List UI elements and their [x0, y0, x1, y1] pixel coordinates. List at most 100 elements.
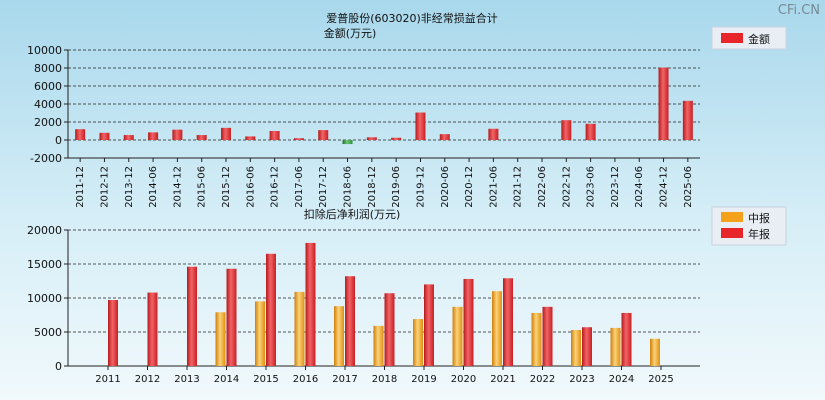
chart2-xtick-label: 2012 [135, 374, 160, 385]
chart2-xtick-label: 2013 [174, 374, 199, 385]
chart1-xtick-label: 2021-12 [513, 166, 524, 208]
chart2-bar-interim [413, 319, 423, 366]
chart1-xtick-label: 2022-12 [561, 166, 572, 208]
chart1-bar [561, 120, 572, 140]
chart1-bar [123, 135, 134, 140]
chart2-bar-interim [373, 325, 384, 366]
legend-label-interim: 中报 [748, 211, 770, 225]
legend-label-annual: 年报 [748, 227, 770, 241]
chart1-xtick-label: 2020-12 [464, 166, 475, 208]
chart1-ytick-label: 6000 [34, 80, 62, 93]
chart2-bar-annual [187, 266, 197, 366]
chart2-xtick-label: 2014 [214, 374, 239, 385]
chart2-ytick-label: 10000 [27, 292, 62, 305]
chart2-bar-annual [384, 293, 395, 366]
chart2-bar-interim [571, 329, 581, 366]
chart2-xtick-label: 2025 [648, 374, 673, 385]
chart1-xtick-label: 2011-12 [75, 166, 86, 208]
chart1-bar [658, 67, 669, 140]
chart1-bar [682, 100, 693, 140]
chart1-xtick-label: 2024-06 [634, 166, 645, 208]
chart1-bar [245, 136, 256, 140]
chart1-xtick-label: 2025-06 [683, 166, 694, 208]
chart1-xtick-label: 2018-06 [343, 166, 354, 208]
chart1-xtick-label: 2014-06 [148, 166, 159, 208]
chart1-ytick-label: 4000 [34, 98, 62, 111]
chart1-bar [342, 140, 353, 145]
chart1-xtick-label: 2016-12 [270, 166, 281, 208]
chart1-xtick-label: 2021-06 [488, 166, 499, 208]
chart1-bar [415, 112, 426, 140]
chart2-bar-annual [463, 278, 474, 366]
chart1-bar [439, 134, 450, 140]
chart2-bar-annual [108, 300, 118, 366]
chart2-bar-annual [542, 306, 553, 366]
chart1-ytick-label: 2000 [34, 116, 62, 129]
chart1-xtick-label: 2024-12 [659, 166, 670, 208]
chart2-xtick-label: 2022 [530, 374, 555, 385]
chart2-bar-interim [255, 301, 265, 366]
chart2-xtick-label: 2018 [372, 374, 397, 385]
chart2-bar-interim [334, 306, 344, 366]
chart1-title: 爱普股份(603020)非经常损益合计 [326, 11, 498, 25]
chart1-ytick-label: 8000 [34, 62, 62, 75]
chart1-bar [75, 129, 86, 140]
chart2-bar-interim [650, 338, 660, 366]
chart1-xtick-label: 2023-12 [610, 166, 621, 208]
chart1-xtick-label: 2015-06 [197, 166, 208, 208]
chart1-xtick-label: 2019-06 [391, 166, 402, 208]
chart2-bar-interim [531, 312, 542, 366]
chart1-bar [488, 128, 499, 140]
chart1-bar [99, 132, 110, 140]
chart2-xtick-label: 2011 [95, 374, 120, 385]
chart1-bar [318, 130, 329, 140]
chart1-xtick-label: 2012-12 [99, 166, 110, 208]
chart2-bar-annual [582, 327, 592, 366]
chart1-bar [172, 129, 183, 140]
legend-swatch-interim [721, 212, 743, 222]
chart1-xtick-label: 2013-12 [124, 166, 135, 208]
chart2-bar-interim [492, 291, 502, 366]
chart1-legend-box [711, 26, 787, 50]
chart2-plot: 0 5000 10000 15000 20000 2011 2012 2013 2014 2015… [27, 224, 700, 385]
chart2-xtick-label: 2024 [609, 374, 634, 385]
chart2-bar-annual [226, 268, 237, 366]
chart2-ytick-label: 0 [55, 360, 62, 373]
legend-swatch-amount [721, 33, 743, 43]
chart1-xtick-label: 2023-06 [586, 166, 597, 208]
chart2-xtick-label: 2015 [253, 374, 278, 385]
chart1-xtick-label: 2017-06 [294, 166, 305, 208]
chart2-bar-interim [452, 306, 463, 366]
chart2-bar-interim [294, 291, 305, 366]
chart2-bar-annual [621, 312, 632, 366]
chart1-bar [148, 132, 159, 140]
chart1-subtitle: 金额(万元) [324, 26, 377, 40]
chart1-xtick-label: 2014-12 [172, 166, 183, 208]
chart1-xtick-label: 2016-06 [245, 166, 256, 208]
chart1-xtick-label: 2017-12 [318, 166, 329, 208]
watermark: CFi.CN [778, 3, 820, 18]
chart1-bar [391, 137, 402, 140]
chart2-xtick-label: 2019 [411, 374, 436, 385]
chart1-legend: 金额 [711, 26, 787, 50]
chart2-bar-annual [147, 292, 158, 366]
chart2-bar-annual [424, 284, 434, 366]
chart1-bar [366, 137, 377, 140]
chart2-bar-annual [305, 242, 316, 366]
chart2-ytick-label: 20000 [27, 224, 62, 237]
chart1-ytick-label: -2000 [30, 152, 62, 165]
chart2-bar-annual [345, 276, 355, 366]
chart2-bar-interim [215, 312, 226, 366]
chart1-ytick-label: 0 [55, 134, 62, 147]
chart1-bar [221, 127, 231, 140]
chart2-bar-interim [610, 327, 621, 366]
chart2-bar-annual [266, 253, 276, 366]
chart1-bar [293, 138, 304, 140]
chart1-bar [269, 131, 280, 140]
chart2-xtick-label: 2023 [569, 374, 594, 385]
chart1-xtick-label: 2020-06 [440, 166, 451, 208]
chart1-xtick-label: 2019-12 [415, 166, 426, 208]
chart1-ytick-label: 10000 [27, 44, 62, 57]
